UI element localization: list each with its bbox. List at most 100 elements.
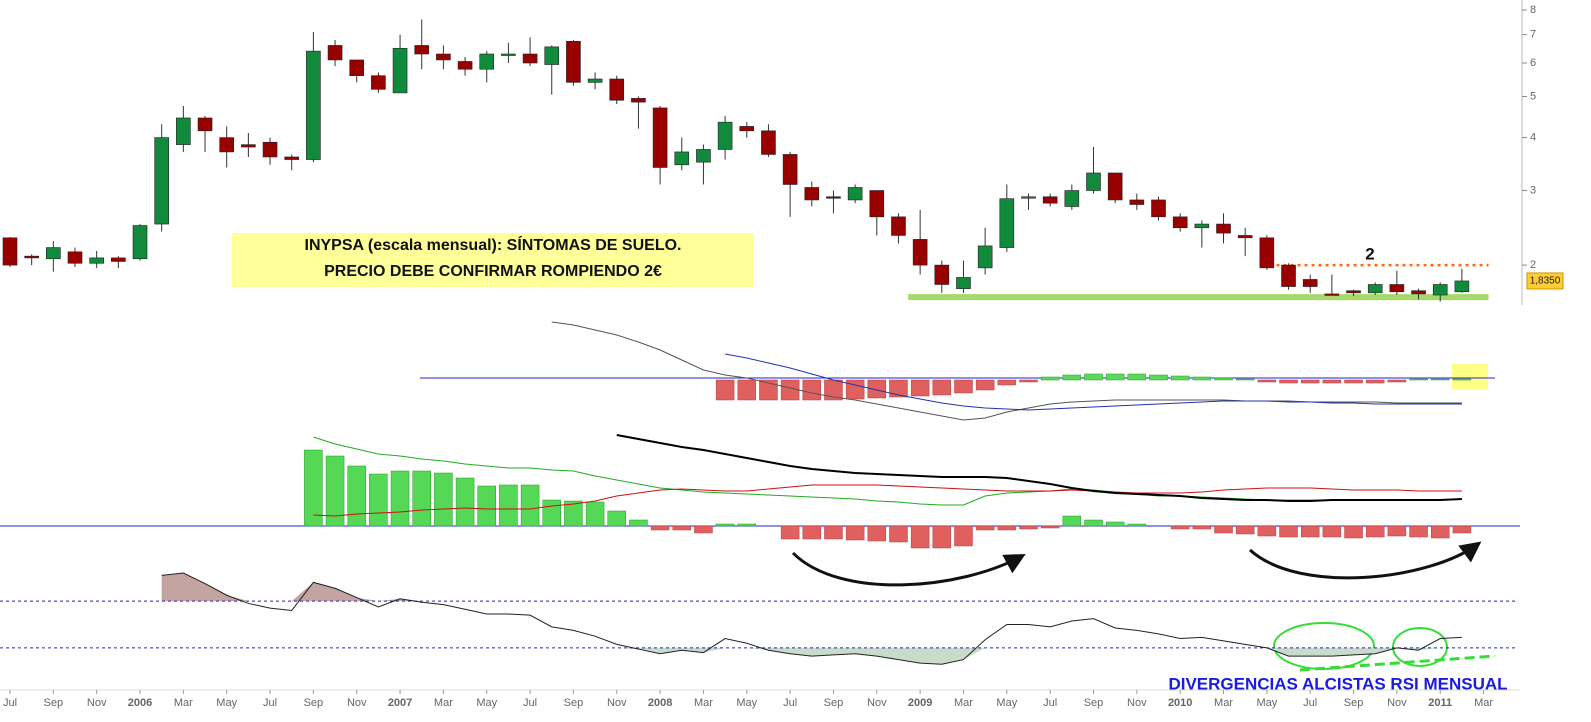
x-tick-label: Jul bbox=[1303, 697, 1317, 709]
candle-body bbox=[1216, 223, 1231, 234]
candle-body bbox=[327, 45, 343, 61]
candle-body bbox=[717, 121, 733, 150]
candle-body bbox=[782, 154, 798, 185]
histogram-bar bbox=[845, 525, 865, 541]
x-tick-label: Sep bbox=[564, 697, 584, 709]
candle-body bbox=[1194, 223, 1210, 229]
histogram-bar bbox=[1257, 379, 1277, 383]
candle-body bbox=[826, 196, 841, 199]
candle-body bbox=[1389, 284, 1405, 293]
indicator-line bbox=[616, 434, 1462, 502]
candle-body bbox=[1454, 280, 1470, 293]
histogram-bar bbox=[1300, 379, 1320, 384]
histogram-bar bbox=[1149, 374, 1168, 381]
marker-label: 2 bbox=[1365, 244, 1374, 263]
histogram-bar bbox=[1062, 515, 1082, 527]
annotation-box bbox=[232, 233, 754, 287]
histogram-bar bbox=[1344, 379, 1363, 384]
histogram-bar bbox=[564, 500, 583, 527]
trend-line bbox=[1299, 654, 1496, 672]
candle-body bbox=[1172, 216, 1188, 229]
histogram-bar bbox=[780, 379, 800, 401]
x-tick-label: Nov bbox=[347, 697, 367, 709]
candle-body bbox=[132, 225, 148, 260]
histogram-bar bbox=[737, 523, 757, 527]
highlight-ellipse bbox=[1392, 627, 1448, 667]
candle-body bbox=[652, 107, 668, 168]
candle-body bbox=[1346, 290, 1361, 294]
histogram-bar bbox=[672, 525, 692, 531]
last-price-box bbox=[1526, 272, 1564, 290]
y-tick-label: 5 bbox=[1530, 90, 1536, 102]
candle-body bbox=[522, 53, 538, 64]
arrow bbox=[791, 551, 1026, 587]
x-tick-label: Sep bbox=[824, 697, 844, 709]
candle-body bbox=[1042, 196, 1058, 204]
x-tick-label: 2006 bbox=[128, 697, 152, 709]
x-tick-label: Mar bbox=[1214, 697, 1233, 709]
histogram-bar bbox=[1430, 525, 1450, 539]
indicator-line bbox=[725, 353, 1462, 411]
histogram-bar bbox=[1452, 378, 1472, 381]
candle-body bbox=[1367, 284, 1383, 294]
histogram-bar bbox=[347, 465, 366, 527]
candle-body bbox=[284, 156, 300, 160]
histogram-bar bbox=[954, 525, 973, 547]
candle-body bbox=[262, 141, 278, 158]
histogram-bar bbox=[867, 525, 887, 542]
candle-body bbox=[2, 237, 18, 266]
candle-body bbox=[847, 187, 863, 201]
histogram-bar bbox=[1409, 378, 1428, 381]
histogram-bar bbox=[1452, 525, 1472, 534]
histogram-bar bbox=[1170, 525, 1190, 530]
histogram-bar bbox=[1127, 523, 1147, 527]
x-tick-label: Jul bbox=[783, 697, 797, 709]
histogram-bar bbox=[390, 470, 410, 527]
candle-body bbox=[1324, 293, 1340, 296]
x-tick-label: Jul bbox=[3, 697, 17, 709]
histogram-bar bbox=[1279, 379, 1298, 384]
histogram-bar bbox=[1084, 519, 1103, 527]
histogram-bar bbox=[477, 485, 496, 527]
histogram-bar bbox=[889, 525, 908, 543]
candle-body bbox=[197, 117, 213, 132]
histogram-bar bbox=[1322, 379, 1342, 384]
x-tick-label: Nov bbox=[867, 697, 887, 709]
histogram-bar bbox=[694, 525, 713, 534]
candle-body bbox=[696, 149, 711, 163]
histogram-bar bbox=[607, 510, 627, 527]
histogram-bar bbox=[629, 519, 648, 527]
candle-body bbox=[544, 46, 560, 65]
histogram-bar bbox=[1257, 525, 1277, 537]
candle-body bbox=[587, 78, 603, 83]
histogram-bar bbox=[1279, 525, 1298, 538]
x-tick-label: May bbox=[736, 697, 757, 709]
candle-body bbox=[1064, 190, 1080, 207]
note: DIVERGENCIAS ALCISTAS RSI MENSUAL bbox=[1168, 674, 1507, 693]
histogram-bar bbox=[1062, 374, 1082, 381]
x-tick-label: Jul bbox=[1043, 697, 1057, 709]
histogram-bar bbox=[542, 499, 561, 527]
candle-body bbox=[392, 47, 408, 94]
x-tick-label: Mar bbox=[954, 697, 973, 709]
indicator-line bbox=[313, 484, 1462, 517]
histogram-bar bbox=[520, 484, 540, 527]
histogram-bar bbox=[932, 379, 952, 396]
candle-body bbox=[349, 59, 365, 76]
histogram-bar bbox=[1105, 373, 1125, 381]
histogram-bar bbox=[1192, 525, 1212, 530]
x-tick-label: Mar bbox=[434, 697, 453, 709]
histogram-bar bbox=[1127, 373, 1147, 381]
histogram-bar bbox=[910, 379, 930, 397]
y-tick-label: 6 bbox=[1530, 57, 1536, 69]
x-tick-label: Jul bbox=[263, 697, 277, 709]
plot: 2 3 4 5 6 7 8 1,8350 Jul Sep Nov 2006 Mar May Jul Sep No… bbox=[0, 4, 1564, 709]
candle-body bbox=[436, 53, 451, 61]
histogram-bar bbox=[1019, 525, 1038, 530]
histogram-bar bbox=[975, 379, 995, 391]
y-tick-label: 7 bbox=[1530, 29, 1536, 41]
x-tick-label: 2008 bbox=[648, 697, 672, 709]
candle-body bbox=[501, 53, 516, 56]
oversold-fill bbox=[161, 647, 1462, 665]
